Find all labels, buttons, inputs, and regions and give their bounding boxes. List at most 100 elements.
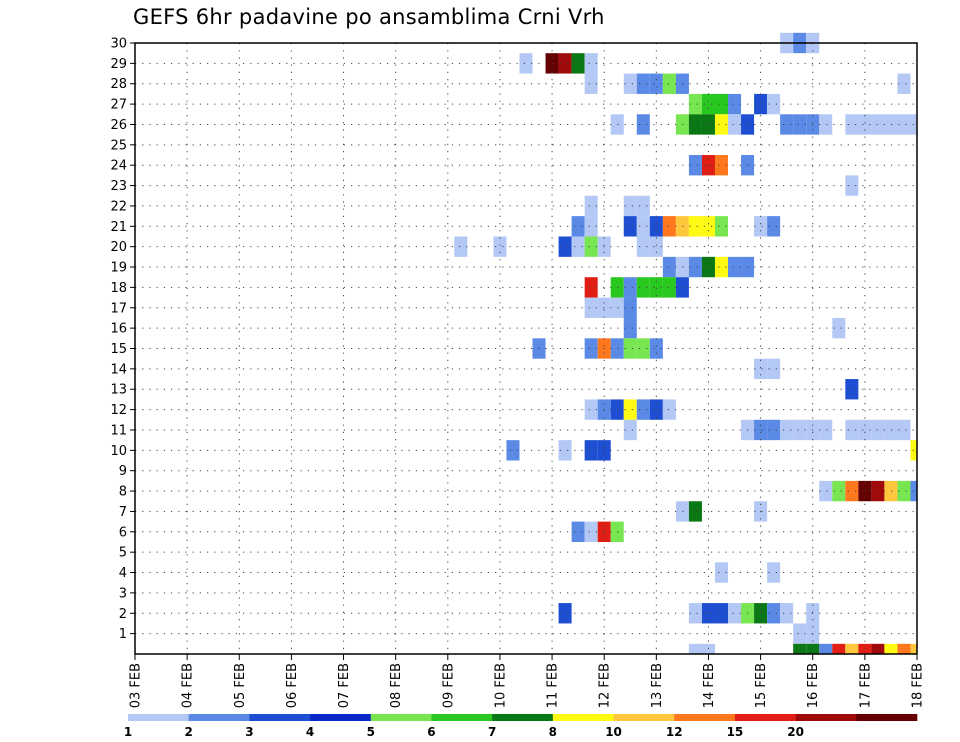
heatmap-cell bbox=[636, 114, 650, 135]
x-tick-label: 17 FEB bbox=[858, 663, 873, 708]
heatmap-cell bbox=[728, 93, 742, 115]
heatmap-cell bbox=[728, 603, 742, 624]
heatmap-cell bbox=[571, 521, 585, 542]
heatmap-cell bbox=[819, 114, 833, 135]
heatmap-cell bbox=[793, 419, 807, 441]
heatmap-cell bbox=[714, 603, 729, 624]
x-tick-label: 18 FEB bbox=[911, 663, 926, 708]
heatmap-cells bbox=[454, 32, 917, 654]
heatmap-cell bbox=[558, 440, 572, 461]
y-tick-label: 19 bbox=[110, 261, 127, 276]
y-tick-label: 29 bbox=[110, 57, 127, 72]
heatmap-cell bbox=[571, 236, 585, 257]
heatmap-cell bbox=[688, 93, 702, 115]
x-tick-label: 12 FEB bbox=[598, 663, 613, 708]
heatmap-cell bbox=[493, 236, 507, 257]
colorbar-swatch bbox=[431, 714, 493, 721]
heatmap-cell bbox=[754, 216, 768, 237]
colorbar-swatch bbox=[856, 714, 918, 721]
y-tick-label: 6 bbox=[119, 525, 127, 540]
colorbar-label: 15 bbox=[727, 725, 744, 739]
heatmap-cell bbox=[701, 603, 715, 624]
heatmap-cell bbox=[584, 521, 598, 542]
heatmap-cell bbox=[558, 603, 572, 624]
heatmap-cell bbox=[623, 297, 637, 318]
heatmap-cell bbox=[780, 603, 794, 624]
y-tick-label: 11 bbox=[110, 423, 127, 438]
heatmap-cell bbox=[714, 93, 729, 115]
heatmap-cell bbox=[754, 358, 768, 380]
heatmap-cell bbox=[558, 236, 572, 257]
x-tick-label: 15 FEB bbox=[754, 663, 769, 708]
heatmap-cell bbox=[688, 216, 702, 237]
heatmap-cell bbox=[845, 419, 859, 441]
y-tick-label: 22 bbox=[110, 199, 127, 214]
colorbar-swatch bbox=[674, 714, 736, 721]
heatmap-cell bbox=[819, 480, 833, 502]
heatmap-cell bbox=[897, 114, 911, 135]
y-tick-label: 20 bbox=[110, 240, 127, 255]
heatmap-cell bbox=[754, 419, 768, 441]
heatmap-cell bbox=[845, 175, 859, 196]
x-tick-label: 10 FEB bbox=[493, 663, 508, 708]
heatmap-cell bbox=[832, 643, 846, 654]
heatmap-cell bbox=[845, 114, 859, 135]
heatmap-cell bbox=[780, 114, 794, 135]
heatmap-cell bbox=[832, 317, 846, 339]
colorbar-label: 2 bbox=[185, 725, 193, 739]
heatmap-cell bbox=[506, 440, 520, 461]
heatmap-cell bbox=[662, 277, 676, 298]
heatmap-cell bbox=[584, 53, 598, 74]
heatmap-cell bbox=[584, 73, 598, 94]
heatmap-cell bbox=[636, 73, 650, 94]
heatmap-cell bbox=[858, 419, 872, 441]
heatmap-cell bbox=[714, 216, 729, 237]
heatmap-cell bbox=[688, 155, 702, 176]
heatmap-cell bbox=[662, 216, 676, 237]
colorbar-label: 5 bbox=[367, 725, 375, 739]
heatmap-cell bbox=[584, 195, 598, 217]
y-tick-label: 24 bbox=[110, 159, 127, 174]
heatmap-cell bbox=[701, 216, 715, 237]
colorbar-label: 20 bbox=[787, 725, 804, 739]
heatmap-cell bbox=[819, 643, 833, 654]
colorbar-swatch bbox=[188, 714, 250, 721]
y-tick-label: 4 bbox=[119, 566, 127, 581]
heatmap-cell bbox=[884, 643, 898, 654]
heatmap-cell bbox=[623, 195, 637, 217]
colorbar-swatch bbox=[310, 714, 372, 721]
heatmap-cell bbox=[688, 256, 702, 278]
heatmap-cell bbox=[714, 562, 729, 583]
heatmap-cell bbox=[897, 73, 911, 94]
y-tick-label: 2 bbox=[119, 607, 127, 622]
heatmap-cell bbox=[767, 358, 781, 380]
heatmap-cell bbox=[545, 53, 559, 74]
colorbar-swatch bbox=[249, 714, 311, 721]
x-tick-label: 11 FEB bbox=[546, 663, 561, 708]
heatmap-cell bbox=[793, 643, 807, 654]
heatmap-cell bbox=[780, 419, 794, 441]
heatmap-cell bbox=[662, 256, 676, 278]
heatmap-cell bbox=[584, 338, 598, 359]
x-tick-label: 07 FEB bbox=[337, 663, 352, 708]
heatmap-cell bbox=[910, 643, 917, 654]
heatmap-cell bbox=[701, 93, 715, 115]
heatmap-cell bbox=[649, 236, 663, 257]
heatmap-cell bbox=[767, 419, 781, 441]
heatmap-cell bbox=[610, 338, 624, 359]
x-tick-label: 13 FEB bbox=[650, 663, 665, 708]
heatmap-cell bbox=[623, 419, 637, 441]
y-tick-label: 26 bbox=[110, 118, 127, 133]
heatmap-cell bbox=[884, 480, 898, 502]
x-tick-label: 05 FEB bbox=[233, 663, 248, 708]
y-tick-label: 9 bbox=[119, 464, 127, 479]
heatmap-cell bbox=[584, 236, 598, 257]
heatmap-cell bbox=[623, 399, 637, 420]
heatmap-cell bbox=[623, 338, 637, 359]
y-tick-label: 27 bbox=[110, 98, 127, 113]
y-axis: 1234567891011121314151617181920212223242… bbox=[110, 37, 135, 642]
y-tick-label: 5 bbox=[119, 546, 127, 561]
heatmap-cell bbox=[767, 562, 781, 583]
heatmap-cell bbox=[571, 216, 585, 237]
y-tick-label: 25 bbox=[110, 138, 127, 153]
